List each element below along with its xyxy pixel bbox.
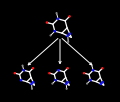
Circle shape — [86, 83, 88, 85]
Circle shape — [67, 41, 69, 43]
Circle shape — [101, 67, 104, 69]
Circle shape — [22, 69, 25, 72]
Circle shape — [55, 12, 58, 14]
Circle shape — [51, 83, 53, 85]
Circle shape — [89, 79, 92, 81]
Circle shape — [48, 72, 51, 74]
Circle shape — [100, 83, 102, 85]
Circle shape — [54, 79, 57, 81]
Circle shape — [54, 30, 56, 33]
Circle shape — [14, 72, 16, 74]
Circle shape — [20, 79, 22, 81]
Circle shape — [91, 65, 93, 67]
Circle shape — [21, 65, 24, 67]
Circle shape — [31, 88, 33, 90]
Circle shape — [65, 83, 68, 85]
Circle shape — [69, 32, 71, 35]
Circle shape — [83, 72, 85, 74]
Circle shape — [66, 88, 68, 90]
Circle shape — [46, 21, 48, 24]
Circle shape — [57, 69, 60, 72]
Circle shape — [49, 34, 52, 37]
Circle shape — [66, 67, 69, 69]
Circle shape — [67, 81, 69, 84]
Circle shape — [101, 81, 104, 84]
Circle shape — [32, 81, 35, 84]
Circle shape — [68, 15, 71, 18]
Circle shape — [32, 67, 34, 69]
Circle shape — [30, 83, 33, 85]
Circle shape — [92, 69, 94, 72]
Circle shape — [57, 18, 59, 20]
Circle shape — [66, 34, 69, 37]
